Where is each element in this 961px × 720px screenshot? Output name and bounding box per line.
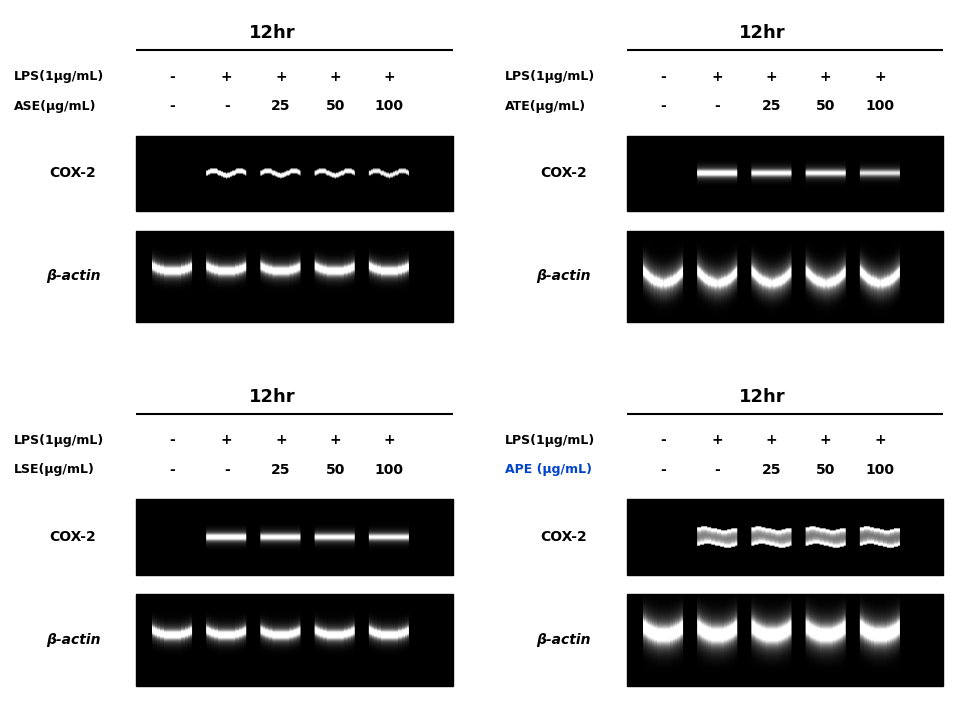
Bar (136, 135, 453, 211)
Bar (627, 230, 943, 323)
Text: LPS(1μg/mL): LPS(1μg/mL) (505, 433, 595, 446)
Text: 25: 25 (761, 99, 780, 113)
Text: 12hr: 12hr (738, 24, 785, 42)
Text: -: - (714, 99, 720, 113)
Text: -: - (659, 433, 665, 447)
Text: +: + (383, 433, 395, 447)
Text: 25: 25 (761, 463, 780, 477)
Text: +: + (221, 433, 233, 447)
Text: +: + (329, 433, 340, 447)
Text: 50: 50 (325, 463, 344, 477)
Text: +: + (874, 433, 885, 447)
Text: COX-2: COX-2 (50, 166, 96, 180)
Bar (627, 135, 943, 211)
Text: ATE(μg/mL): ATE(μg/mL) (505, 99, 585, 112)
Text: 12hr: 12hr (738, 388, 785, 406)
Text: +: + (329, 70, 340, 84)
Text: -: - (659, 99, 665, 113)
Text: COX-2: COX-2 (540, 166, 586, 180)
Text: 50: 50 (815, 463, 834, 477)
Text: β-actin: β-actin (45, 633, 100, 647)
Text: -: - (224, 463, 230, 477)
Text: 25: 25 (271, 463, 290, 477)
Text: β-actin: β-actin (535, 633, 590, 647)
Text: COX-2: COX-2 (50, 530, 96, 544)
Text: APE (μg/mL): APE (μg/mL) (505, 463, 591, 476)
Text: +: + (765, 433, 776, 447)
Text: 100: 100 (865, 463, 894, 477)
Text: -: - (714, 463, 720, 477)
Bar (136, 594, 453, 686)
Text: -: - (224, 99, 230, 113)
Text: +: + (819, 70, 830, 84)
Text: 50: 50 (815, 99, 834, 113)
Text: +: + (221, 70, 233, 84)
Text: -: - (169, 70, 175, 84)
Text: β-actin: β-actin (45, 269, 100, 284)
Text: ASE(μg/mL): ASE(μg/mL) (14, 99, 96, 112)
Text: -: - (659, 463, 665, 477)
Text: +: + (383, 70, 395, 84)
Text: 12hr: 12hr (248, 388, 295, 406)
Text: 100: 100 (865, 99, 894, 113)
Bar (627, 499, 943, 575)
Text: LPS(1μg/mL): LPS(1μg/mL) (505, 70, 595, 83)
Text: -: - (169, 99, 175, 113)
Text: +: + (275, 70, 286, 84)
Text: 25: 25 (271, 99, 290, 113)
Text: β-actin: β-actin (535, 269, 590, 284)
Text: +: + (874, 70, 885, 84)
Text: 100: 100 (375, 99, 404, 113)
Text: +: + (711, 70, 723, 84)
Text: +: + (711, 433, 723, 447)
Text: 50: 50 (325, 99, 344, 113)
Text: 12hr: 12hr (248, 24, 295, 42)
Bar (136, 230, 453, 323)
Text: COX-2: COX-2 (540, 530, 586, 544)
Text: +: + (819, 433, 830, 447)
Text: -: - (169, 433, 175, 447)
Text: LPS(1μg/mL): LPS(1μg/mL) (14, 70, 105, 83)
Text: +: + (765, 70, 776, 84)
Bar (136, 499, 453, 575)
Bar (627, 594, 943, 686)
Text: LPS(1μg/mL): LPS(1μg/mL) (14, 433, 105, 446)
Text: -: - (169, 463, 175, 477)
Text: LSE(μg/mL): LSE(μg/mL) (14, 463, 95, 476)
Text: -: - (659, 70, 665, 84)
Text: 100: 100 (375, 463, 404, 477)
Text: +: + (275, 433, 286, 447)
